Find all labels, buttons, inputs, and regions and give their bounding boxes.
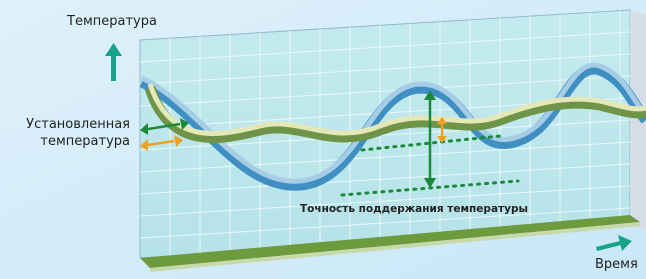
set-temp-label: температура [40,134,130,149]
y-axis-label: Температура [66,14,157,29]
diagram: Температура Установленная температура То… [0,0,646,279]
x-axis-label: Время [595,257,638,272]
page: Температура Установленная температура То… [0,0,646,279]
accuracy-label: Точность поддержания температуры [300,203,528,215]
set-temp-label: Установленная [26,117,130,132]
